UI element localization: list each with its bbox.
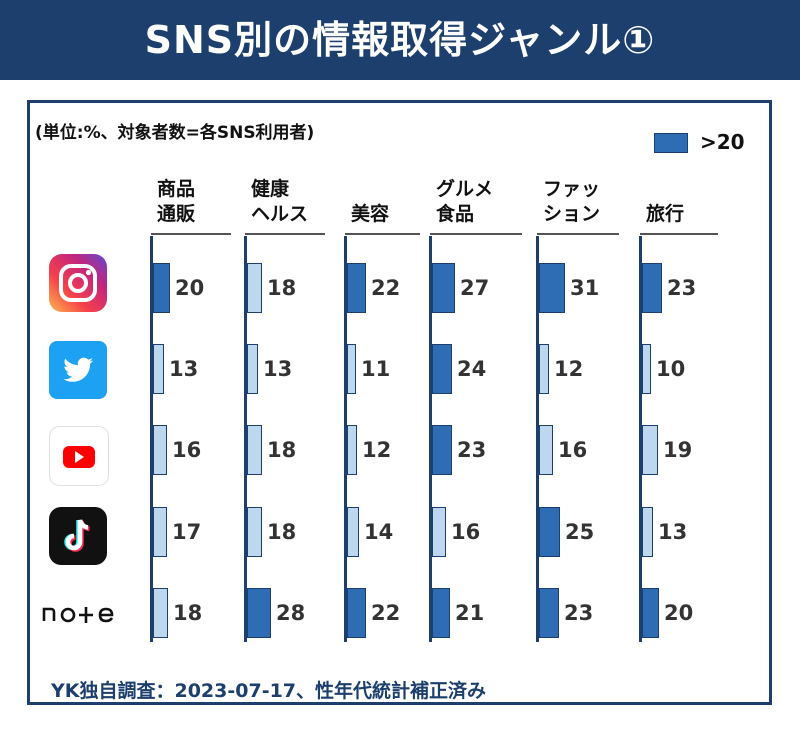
unit-note: (単位:%、対象者数=各SNS利用者) bbox=[35, 123, 315, 143]
twitter-icon bbox=[49, 341, 107, 399]
bar-value-label: 31 bbox=[570, 276, 600, 300]
bar bbox=[642, 507, 653, 557]
bar bbox=[642, 344, 651, 394]
bar-value-label: 17 bbox=[172, 520, 202, 544]
bar bbox=[539, 344, 549, 394]
bar bbox=[539, 588, 559, 638]
bar bbox=[153, 507, 167, 557]
bar bbox=[432, 344, 452, 394]
bar-value-label: 18 bbox=[173, 601, 203, 625]
category-label: 商品 通販 bbox=[157, 178, 196, 225]
bar-value-label: 13 bbox=[263, 357, 293, 381]
bar-value-label: 23 bbox=[564, 601, 594, 625]
column-axis bbox=[536, 236, 539, 642]
bar bbox=[642, 263, 662, 313]
bar-value-label: 12 bbox=[554, 357, 584, 381]
bar-value-label: 18 bbox=[267, 276, 297, 300]
bar bbox=[153, 344, 164, 394]
bar bbox=[347, 588, 366, 638]
bar-value-label: 13 bbox=[658, 520, 688, 544]
bar-value-label: 10 bbox=[656, 357, 686, 381]
bar bbox=[432, 507, 446, 557]
page-title: SNS別の情報取得ジャンル① bbox=[144, 18, 656, 62]
youtube-icon bbox=[49, 426, 109, 486]
bar bbox=[432, 588, 450, 638]
bar-value-label: 13 bbox=[169, 357, 199, 381]
bar-value-label: 16 bbox=[172, 438, 202, 462]
column-axis bbox=[344, 236, 347, 642]
category-underline bbox=[640, 233, 718, 235]
bar-value-label: 22 bbox=[371, 276, 401, 300]
tiktok-icon bbox=[49, 507, 107, 565]
source-note: YK独自調査：2023-07-17、性年代統計補正済み bbox=[51, 680, 487, 702]
bar-value-label: 14 bbox=[364, 520, 394, 544]
bar-value-label: 12 bbox=[362, 438, 392, 462]
bar-value-label: 23 bbox=[667, 276, 697, 300]
column-axis bbox=[639, 236, 642, 642]
bar-value-label: 27 bbox=[460, 276, 490, 300]
bar bbox=[432, 263, 455, 313]
bar bbox=[153, 588, 168, 638]
bar-value-label: 16 bbox=[451, 520, 481, 544]
bar-value-label: 21 bbox=[455, 601, 485, 625]
bar bbox=[539, 425, 553, 475]
column-axis bbox=[429, 236, 432, 642]
legend-swatch bbox=[654, 133, 688, 153]
bar bbox=[247, 263, 262, 313]
bar bbox=[153, 425, 167, 475]
bar bbox=[347, 344, 356, 394]
bar bbox=[539, 263, 565, 313]
bar-value-label: 11 bbox=[361, 357, 391, 381]
category-label: 旅行 bbox=[646, 203, 685, 225]
bar bbox=[347, 507, 359, 557]
bar bbox=[247, 588, 271, 638]
bar bbox=[432, 425, 452, 475]
bar-value-label: 18 bbox=[267, 520, 297, 544]
header-bar bbox=[0, 0, 800, 80]
column-axis bbox=[150, 236, 153, 642]
note-logo-icon bbox=[41, 600, 117, 626]
bar-value-label: 20 bbox=[664, 601, 694, 625]
bar bbox=[247, 507, 262, 557]
instagram-icon bbox=[49, 254, 107, 312]
category-underline bbox=[345, 233, 420, 235]
category-underline bbox=[151, 233, 231, 235]
bar-value-label: 24 bbox=[457, 357, 487, 381]
bar bbox=[642, 425, 658, 475]
category-label: ファッ ション bbox=[543, 178, 601, 225]
bar-value-label: 25 bbox=[565, 520, 595, 544]
category-label: グルメ 食品 bbox=[436, 178, 494, 225]
bar bbox=[642, 588, 659, 638]
bar bbox=[347, 263, 366, 313]
bar-value-label: 28 bbox=[276, 601, 306, 625]
bar bbox=[247, 425, 262, 475]
bar bbox=[153, 263, 170, 313]
category-underline bbox=[245, 233, 325, 235]
category-label: 美容 bbox=[351, 203, 390, 225]
column-axis bbox=[244, 236, 247, 642]
bar-value-label: 22 bbox=[371, 601, 401, 625]
category-underline bbox=[430, 233, 522, 235]
category-underline bbox=[537, 233, 619, 235]
bar bbox=[247, 344, 258, 394]
legend-label: >20 bbox=[700, 130, 745, 154]
bar-value-label: 18 bbox=[267, 438, 297, 462]
bar-value-label: 16 bbox=[558, 438, 588, 462]
bar-value-label: 20 bbox=[175, 276, 205, 300]
category-label: 健康 ヘルス bbox=[251, 178, 309, 225]
bar bbox=[539, 507, 560, 557]
bar bbox=[347, 425, 357, 475]
bar-value-label: 23 bbox=[457, 438, 487, 462]
bar-value-label: 19 bbox=[663, 438, 693, 462]
